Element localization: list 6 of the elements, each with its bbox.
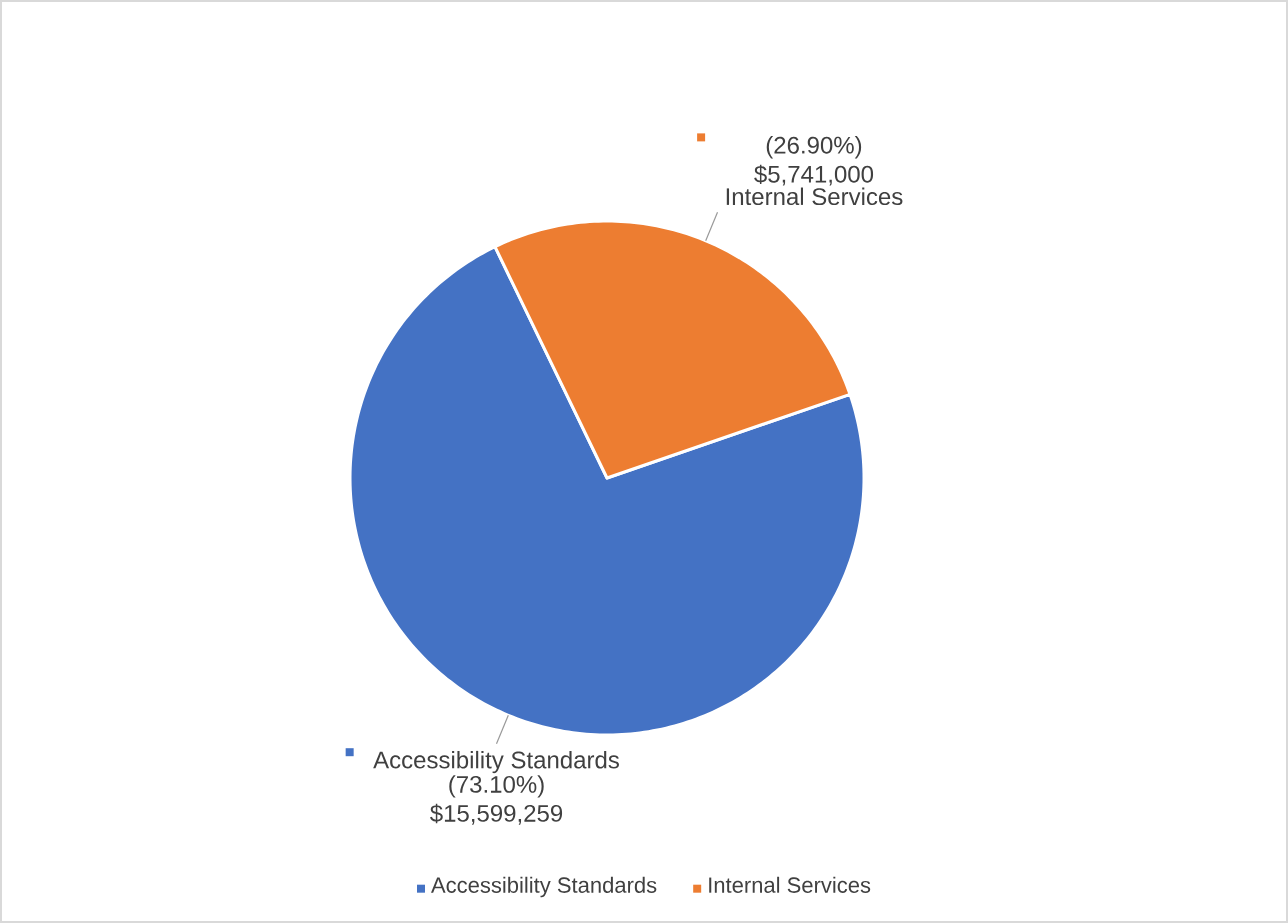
category-label: Accessibility Standards: [431, 876, 657, 898]
legend-label: Accessibility Standards: [373, 750, 619, 774]
data-label: (73.10%) $15,599,259: [430, 775, 563, 825]
data-label: (26.90%) $5,741,000: [754, 136, 874, 186]
legend-label: Internal Services: [709, 876, 871, 893]
slice-label: Internal Services: [726, 187, 903, 206]
